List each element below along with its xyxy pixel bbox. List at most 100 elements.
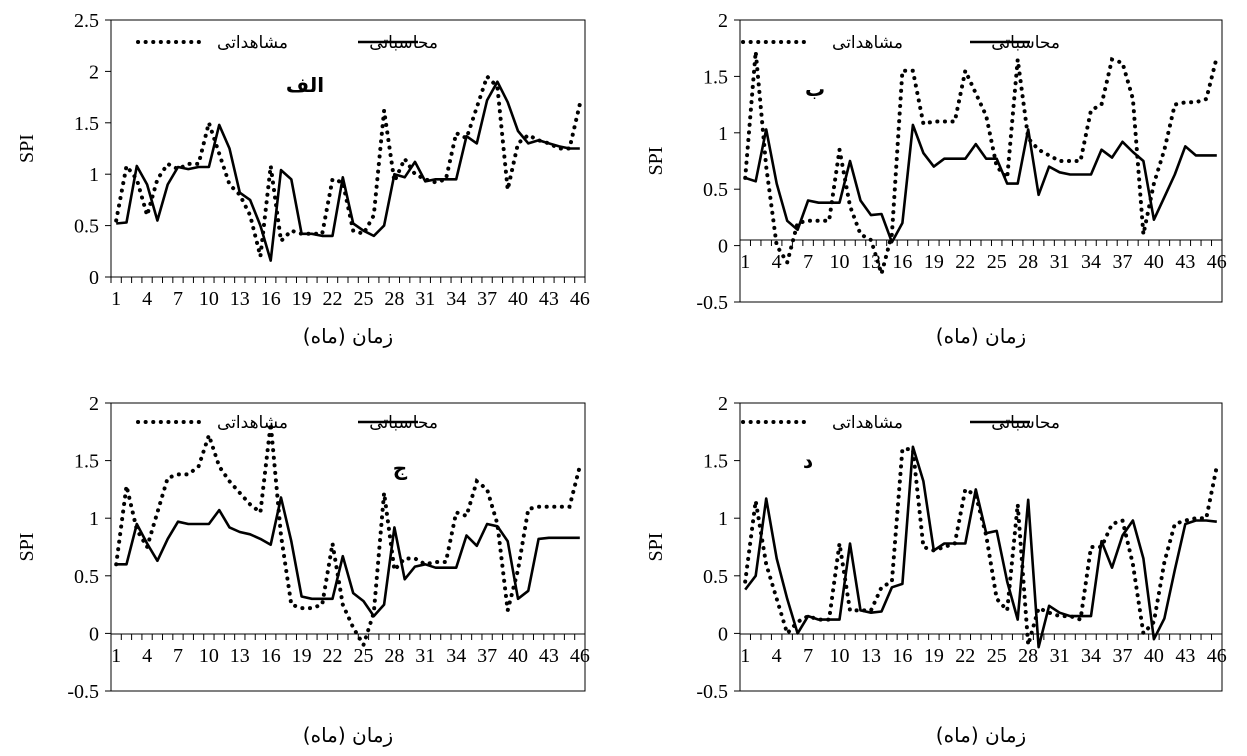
- x-tick-label: 19: [292, 288, 312, 310]
- x-tick-label: 40: [1144, 645, 1164, 667]
- x-tick-label: 37: [1112, 251, 1132, 273]
- x-tick-label: 22: [955, 251, 975, 273]
- panel-label: د: [803, 449, 813, 473]
- y-axis-label: SPI: [645, 533, 667, 562]
- x-tick-label: 46: [1207, 645, 1227, 667]
- x-tick-label: 22: [323, 645, 343, 667]
- chart-panel-4: -0.500.511.521 4 7 10 13 16 19 22 25 28 31 34 37 40 43…: [645, 393, 1227, 747]
- x-tick-label: 31: [1050, 251, 1070, 273]
- x-tick-label: 16: [261, 645, 281, 667]
- plot-area: [110, 402, 586, 692]
- x-tick-label: 1: [740, 645, 750, 667]
- x-tick-label: 25: [353, 645, 373, 667]
- x-tick-label: 7: [173, 645, 183, 667]
- y-tick-label: 0: [89, 623, 99, 645]
- x-tick-label: 25: [987, 251, 1007, 273]
- plot-area: [739, 402, 1223, 692]
- x-tick-label: 37: [477, 645, 497, 667]
- x-tick-label: 13: [861, 251, 881, 273]
- x-tick-label: 46: [1207, 251, 1227, 273]
- x-tick-label: 4: [142, 288, 152, 310]
- x-tick-label: 1: [111, 645, 121, 667]
- x-tick-label: 25: [353, 288, 373, 310]
- series-line-observed: [743, 51, 1219, 282]
- legend-label-observed: مشاهداتی: [217, 413, 288, 433]
- x-tick-label: 16: [261, 288, 281, 310]
- series-line-observed: [114, 72, 582, 257]
- y-tick-label: 2: [89, 61, 99, 83]
- x-tick-label: 22: [323, 288, 343, 310]
- x-axis-label: زمان (ماه): [936, 324, 1026, 348]
- x-tick-label: 37: [1112, 645, 1132, 667]
- y-axis-label: SPI: [16, 533, 38, 562]
- y-tick-label: 2: [718, 393, 728, 415]
- y-tick-label: -0.5: [696, 292, 728, 314]
- x-tick-label: 10: [199, 288, 219, 310]
- x-tick-label: 16: [892, 251, 912, 273]
- y-tick-label: 0.5: [703, 566, 728, 588]
- x-tick-label: 46: [570, 645, 590, 667]
- series-line-computed: [116, 496, 580, 618]
- y-tick-label: 0.5: [703, 179, 728, 201]
- panel-label: الف: [286, 73, 324, 97]
- x-tick-label: 19: [924, 251, 944, 273]
- x-tick-label: 43: [539, 288, 559, 310]
- chart-panel-1: 00.511.522.51 4 7 10 13 16 19 22 25 28 31 34 37 40 43 4…: [16, 10, 590, 348]
- x-tick-label: 10: [830, 251, 850, 273]
- x-tick-label: 46: [570, 288, 590, 310]
- y-tick-label: 1: [89, 164, 99, 186]
- legend-label-observed: مشاهداتی: [217, 33, 288, 53]
- y-tick-label: 1.5: [74, 113, 99, 135]
- x-tick-label: 4: [142, 645, 152, 667]
- x-tick-label: 1: [111, 288, 121, 310]
- x-tick-label: 7: [173, 288, 183, 310]
- x-tick-label: 34: [1081, 251, 1101, 273]
- x-tick-label: 43: [539, 645, 559, 667]
- x-tick-label: 40: [1144, 251, 1164, 273]
- series-line-computed: [744, 123, 1217, 244]
- y-tick-label: -0.5: [696, 681, 728, 703]
- x-tick-label: 28: [384, 645, 404, 667]
- x-tick-label: 7: [803, 251, 813, 273]
- plot-area: [739, 19, 1223, 303]
- x-tick-label: 28: [1018, 251, 1038, 273]
- y-axis-label: SPI: [645, 147, 667, 176]
- x-tick-label: 43: [1175, 645, 1195, 667]
- y-tick-label: 0.5: [74, 216, 99, 238]
- y-tick-label: 1.5: [703, 66, 728, 88]
- y-tick-label: 0.5: [74, 566, 99, 588]
- x-tick-label: 28: [384, 288, 404, 310]
- series-line-computed: [744, 445, 1217, 649]
- y-tick-label: 1.5: [74, 451, 99, 473]
- x-tick-label: 4: [772, 251, 782, 273]
- legend-label-observed: مشاهداتی: [832, 413, 903, 433]
- y-tick-label: 1: [89, 508, 99, 530]
- x-tick-label: 43: [1175, 251, 1195, 273]
- x-tick-label: 34: [1081, 645, 1101, 667]
- x-tick-label: 7: [803, 645, 813, 667]
- x-tick-label: 19: [924, 645, 944, 667]
- x-tick-label: 28: [1018, 645, 1038, 667]
- y-axis-label: SPI: [16, 134, 38, 163]
- y-tick-label: 0: [89, 267, 99, 289]
- x-tick-label: 37: [477, 288, 497, 310]
- y-tick-label: 2: [718, 10, 728, 32]
- x-tick-label: 34: [446, 288, 466, 310]
- series-line-computed: [116, 80, 580, 262]
- x-tick-label: 31: [415, 645, 435, 667]
- panel-label: ب: [805, 77, 825, 101]
- series-line-observed: [114, 423, 582, 650]
- legend-label-observed: مشاهداتی: [832, 33, 903, 53]
- x-tick-label: 40: [508, 288, 528, 310]
- x-tick-label: 10: [830, 645, 850, 667]
- x-tick-label: 16: [892, 645, 912, 667]
- x-axis-label: زمان (ماه): [303, 723, 393, 747]
- y-tick-label: 0: [718, 623, 728, 645]
- x-tick-label: 13: [230, 645, 250, 667]
- x-tick-label: 40: [508, 645, 528, 667]
- x-tick-label: 25: [987, 645, 1007, 667]
- chart-panel-2: -0.500.511.521 4 7 10 13 16 19 22 25 28 31 34 37 40 43…: [645, 10, 1227, 348]
- x-tick-label: 4: [772, 645, 782, 667]
- y-tick-label: 0: [718, 236, 728, 258]
